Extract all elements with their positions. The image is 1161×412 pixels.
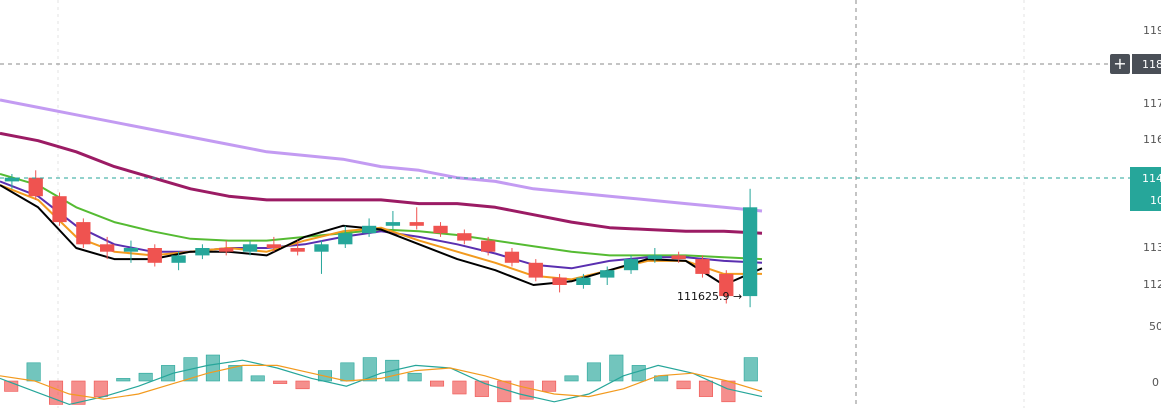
macd-histogram-bar (698, 380, 713, 397)
candle-body (695, 259, 710, 274)
macd-histogram-bar (273, 380, 288, 384)
candle-body (52, 196, 67, 223)
low-price-label: 111625.9 (677, 290, 730, 303)
macd-histogram-bar (586, 362, 601, 382)
macd-signal-line (0, 364, 763, 400)
macd-histogram-bar (138, 372, 153, 382)
candle-body (4, 177, 20, 182)
moving-average-line (0, 180, 763, 270)
candle-body (266, 244, 281, 248)
macd-histogram-bar (564, 375, 579, 382)
candle-body (719, 273, 734, 297)
candle-body (552, 277, 567, 285)
candle-body (338, 233, 353, 245)
macd-zero-tick: 0 (1152, 376, 1159, 389)
candle-body (171, 255, 186, 263)
macd-histogram-bar (676, 380, 691, 390)
candle-body (314, 244, 329, 252)
candle-body (742, 207, 758, 297)
macd-histogram-bar (542, 380, 557, 392)
candle-body (671, 255, 686, 260)
macd-histogram-bar (407, 372, 422, 382)
macd-histogram-bar (205, 354, 220, 382)
grid (57, 0, 1025, 408)
candle-body (600, 270, 615, 278)
macd-histogram-bar (340, 362, 355, 382)
moving-average-line (0, 131, 763, 235)
candle-body (361, 225, 377, 234)
countdown-label-bg (1130, 189, 1161, 211)
macd-histogram-bar (474, 380, 489, 397)
macd-histogram-bar (721, 380, 736, 403)
candle-body (528, 262, 543, 278)
candle-body (195, 248, 210, 256)
macd-line (0, 359, 763, 406)
macd-histogram-bar (71, 380, 86, 405)
candle-body (242, 244, 258, 252)
crosshair (0, 0, 1130, 408)
crosshair-add-button[interactable] (1110, 54, 1130, 74)
low-annotation: 111625.9 → (677, 290, 742, 303)
candle-body (433, 225, 448, 234)
price-tick: 112 (1143, 278, 1161, 291)
candle-body (481, 240, 496, 252)
candle-body (290, 248, 305, 252)
price-tick: 113 (1143, 241, 1161, 254)
macd-histogram-bar (228, 365, 243, 382)
candle-body (647, 255, 662, 260)
macd-histogram-bar (4, 380, 19, 392)
macd-histogram-bar (26, 362, 41, 382)
macd-histogram-bar (430, 380, 445, 387)
current-price-label: 114 (1142, 172, 1161, 185)
macd-panel (0, 354, 763, 406)
candle-body (457, 233, 472, 241)
price-axis[interactable]: 119 117 116 113 112 50 0 + 118 114 10 (1110, 24, 1161, 389)
candle-body (504, 251, 520, 263)
macd-histogram-bar (116, 378, 131, 382)
candle-body (123, 248, 139, 252)
moving-average-line (0, 98, 763, 213)
price-tick: 119 (1143, 24, 1161, 37)
candle-body (219, 248, 234, 252)
price-tick: 116 (1143, 133, 1161, 146)
current-price-label-bg (1130, 167, 1161, 189)
candle-body (409, 222, 424, 226)
plus-icon: + (1113, 54, 1126, 73)
price-tick: 117 (1143, 97, 1161, 110)
macd-histogram-bar (250, 375, 265, 382)
candle-body (623, 259, 639, 271)
candle-body (576, 277, 591, 285)
candle-body (28, 177, 43, 197)
macd-histogram-bar (452, 380, 467, 395)
macd-histogram-bar (362, 357, 377, 382)
candle-body (147, 248, 162, 263)
macd-histogram-bar (295, 380, 310, 390)
arrow-right-icon: → (733, 290, 742, 303)
candle-body (100, 244, 115, 252)
candlesticks (4, 170, 758, 308)
candle-body (76, 222, 91, 245)
crosshair-price-label-bg (1132, 54, 1161, 74)
candle-body (385, 222, 401, 226)
macd-histogram-bar (609, 354, 624, 382)
volume-tick: 50 (1149, 320, 1161, 333)
macd-histogram-bar (743, 357, 758, 382)
moving-average-line (0, 173, 763, 261)
macd-histogram-bar (93, 380, 108, 397)
crosshair-price-label: 118 (1142, 58, 1161, 71)
countdown-label: 10 (1150, 194, 1161, 207)
